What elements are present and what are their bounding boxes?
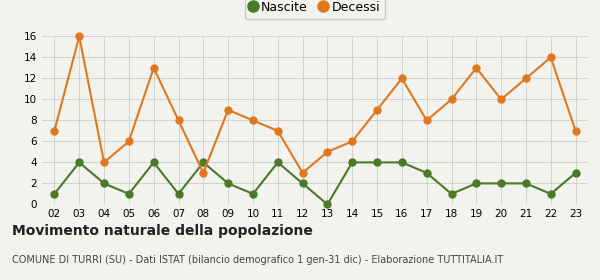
Legend: Nascite, Decessi: Nascite, Decessi [245, 0, 385, 18]
Nascite [497, 182, 505, 185]
Nascite [572, 171, 579, 175]
Decessi [51, 129, 58, 132]
Decessi [497, 98, 505, 101]
Decessi [547, 56, 554, 59]
Nascite [349, 161, 356, 164]
Decessi [423, 119, 430, 122]
Decessi [572, 129, 579, 132]
Nascite [224, 182, 232, 185]
Line: Decessi: Decessi [51, 33, 579, 176]
Decessi [324, 150, 331, 153]
Decessi [175, 119, 182, 122]
Decessi [224, 108, 232, 111]
Nascite [373, 161, 380, 164]
Text: COMUNE DI TURRI (SU) - Dati ISTAT (bilancio demografico 1 gen-31 dic) - Elaboraz: COMUNE DI TURRI (SU) - Dati ISTAT (bilan… [12, 255, 503, 265]
Nascite [547, 192, 554, 195]
Decessi [473, 66, 480, 69]
Nascite [76, 161, 83, 164]
Text: Movimento naturale della popolazione: Movimento naturale della popolazione [12, 224, 313, 238]
Nascite [175, 192, 182, 195]
Decessi [200, 171, 207, 175]
Decessi [398, 77, 406, 80]
Decessi [274, 129, 281, 132]
Decessi [373, 108, 380, 111]
Nascite [448, 192, 455, 195]
Nascite [523, 182, 530, 185]
Decessi [76, 35, 83, 38]
Nascite [125, 192, 133, 195]
Nascite [250, 192, 257, 195]
Decessi [349, 140, 356, 143]
Nascite [100, 182, 107, 185]
Nascite [274, 161, 281, 164]
Nascite [299, 182, 306, 185]
Decessi [523, 77, 530, 80]
Nascite [423, 171, 430, 175]
Decessi [299, 171, 306, 175]
Nascite [51, 192, 58, 195]
Nascite [200, 161, 207, 164]
Nascite [324, 203, 331, 206]
Decessi [448, 98, 455, 101]
Nascite [473, 182, 480, 185]
Nascite [150, 161, 157, 164]
Decessi [125, 140, 133, 143]
Decessi [250, 119, 257, 122]
Decessi [150, 66, 157, 69]
Line: Nascite: Nascite [51, 159, 579, 208]
Decessi [100, 161, 107, 164]
Nascite [398, 161, 406, 164]
